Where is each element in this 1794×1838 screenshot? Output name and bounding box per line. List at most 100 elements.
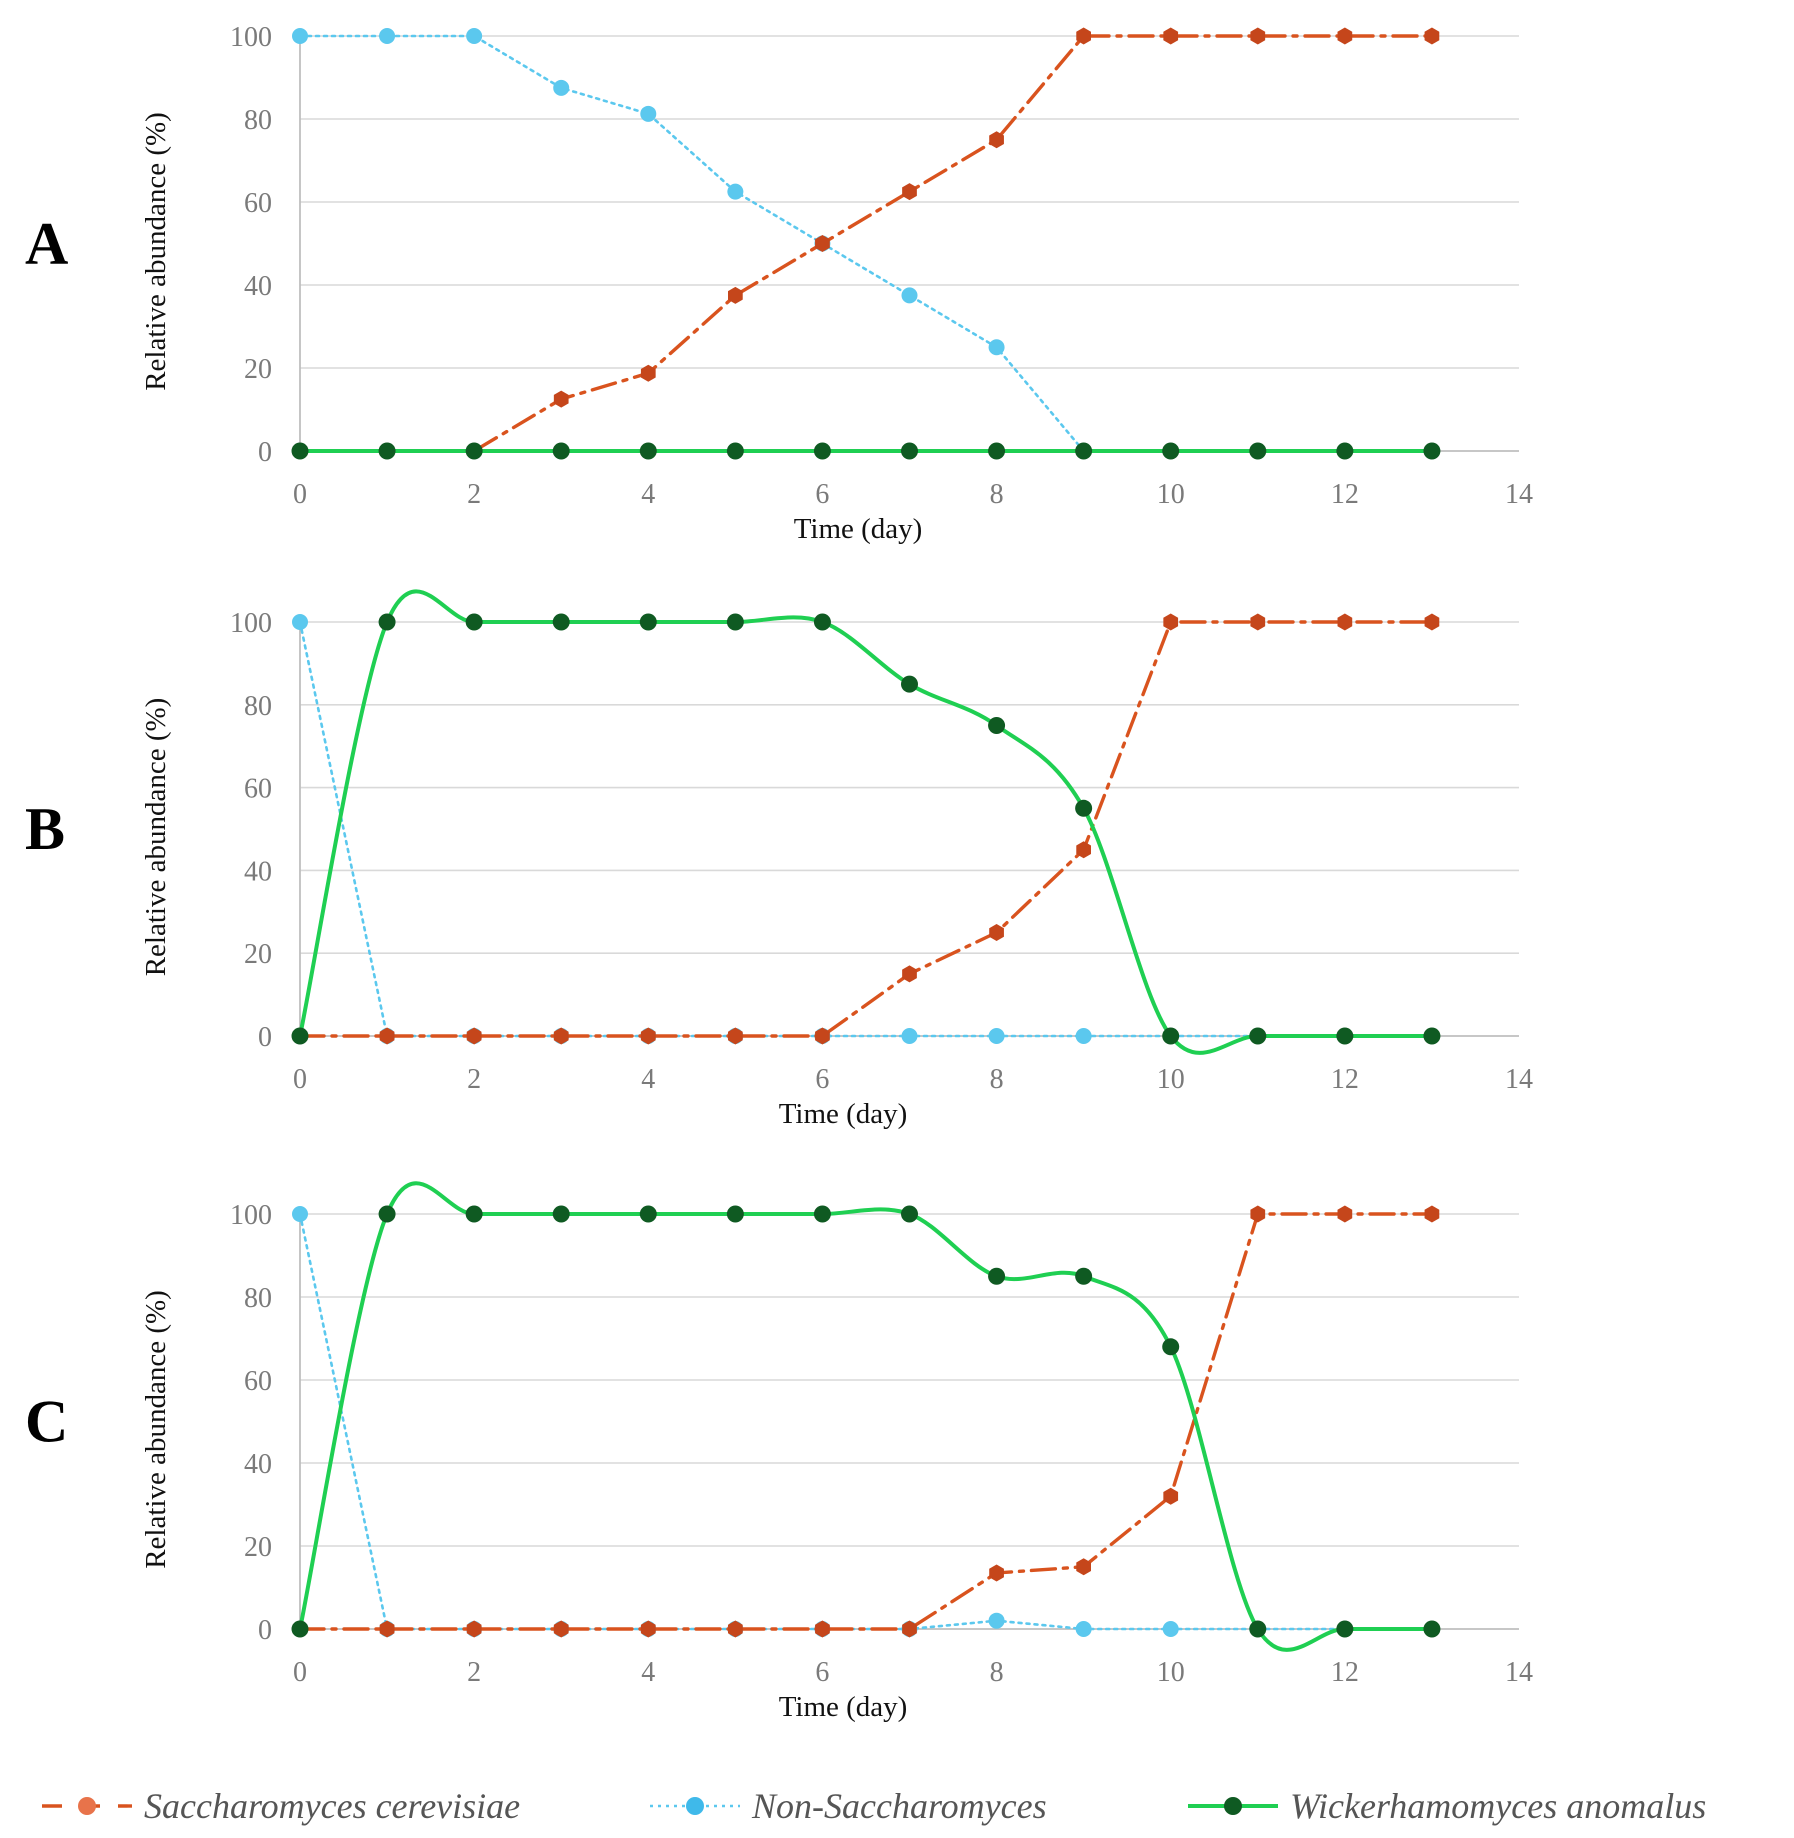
data-point-wa	[1249, 1027, 1267, 1045]
legend-item-sc: Saccharomyces cerevisiae	[42, 1786, 520, 1826]
y-tick-label: 40	[244, 1449, 272, 1480]
data-point-wa	[1249, 442, 1267, 460]
data-point-sc	[728, 286, 743, 304]
data-point-sc	[815, 1620, 830, 1638]
series-line-ns	[298, 620, 1434, 1038]
data-point-sc	[902, 1620, 917, 1638]
data-point-ns	[1075, 1621, 1092, 1637]
x-axis-title: Time (day)	[779, 1098, 908, 1130]
data-point-wa	[901, 442, 918, 460]
x-tick-label: 6	[815, 479, 829, 510]
data-point-wa	[1423, 442, 1441, 460]
data-point-sc	[1337, 613, 1353, 631]
data-point-wa	[552, 613, 570, 631]
x-tick-label: 8	[990, 479, 1004, 510]
data-point-wa	[1336, 1027, 1354, 1045]
data-point-wa	[1423, 1620, 1441, 1638]
data-point-ns	[988, 339, 1005, 356]
data-point-sc	[379, 1027, 395, 1045]
series-line-ns	[298, 34, 1434, 453]
x-tick-label: 4	[641, 1657, 655, 1688]
data-point-wa	[726, 442, 744, 460]
data-point-sc	[902, 965, 917, 983]
legend-marker	[1224, 1797, 1242, 1815]
y-tick-label: 60	[244, 1366, 272, 1397]
series-line-sc	[298, 620, 1434, 1038]
data-point-sc	[815, 1027, 830, 1045]
legend-label: Saccharomyces cerevisiae	[144, 1786, 520, 1826]
y-tick-label: 80	[244, 105, 272, 136]
data-point-sc	[1163, 1487, 1179, 1505]
data-point-wa	[1162, 1027, 1180, 1045]
x-tick-label: 14	[1505, 1657, 1533, 1688]
x-tick-label: 2	[467, 479, 481, 510]
x-tick-label: 6	[815, 1657, 829, 1688]
y-tick-label: 20	[244, 1532, 272, 1563]
panel-letter: B	[25, 796, 65, 862]
series-line-wa	[298, 1181, 1434, 1652]
data-point-wa	[988, 717, 1006, 734]
y-tick-label: 80	[244, 691, 272, 722]
data-point-ns	[901, 1028, 918, 1044]
data-point-wa	[378, 613, 396, 631]
legend-item-wa: Wickerhamomyces anomalus	[1188, 1786, 1706, 1826]
data-point-sc	[1076, 27, 1091, 45]
y-axis-title: Relative abundance (%)	[140, 112, 172, 391]
data-point-sc	[1250, 27, 1266, 45]
y-tick-label: 100	[230, 22, 272, 53]
data-point-sc	[553, 390, 569, 408]
data-point-sc	[989, 1564, 1004, 1582]
x-tick-label: 8	[990, 1064, 1004, 1095]
x-tick-label: 2	[467, 1064, 481, 1095]
data-point-ns	[1162, 1621, 1179, 1637]
data-point-wa	[552, 442, 570, 460]
data-point-wa	[1336, 442, 1354, 460]
y-tick-label: 0	[258, 1615, 272, 1646]
data-point-sc	[728, 1620, 743, 1638]
data-point-sc	[815, 235, 830, 252]
x-tick-label: 2	[467, 1657, 481, 1688]
y-tick-label: 100	[230, 1200, 272, 1231]
data-point-wa	[291, 1027, 309, 1045]
y-tick-label: 20	[244, 354, 272, 385]
data-point-ns	[988, 1612, 1005, 1629]
x-tick-label: 14	[1505, 1064, 1533, 1095]
y-tick-label: 0	[258, 437, 272, 468]
x-tick-label: 0	[293, 479, 307, 510]
data-point-sc	[466, 1620, 482, 1638]
y-tick-label: 40	[244, 271, 272, 302]
series-line-ns	[298, 1212, 1434, 1631]
panel-letter: C	[25, 1389, 68, 1455]
y-tick-label: 100	[230, 608, 272, 639]
data-point-sc	[640, 364, 656, 382]
x-tick-label: 10	[1157, 1657, 1185, 1688]
data-point-sc	[553, 1027, 569, 1045]
data-point-wa	[1336, 1620, 1354, 1638]
data-point-ns	[553, 79, 570, 96]
data-point-wa	[1249, 1620, 1267, 1638]
data-point-wa	[639, 613, 657, 631]
x-tick-label: 0	[293, 1657, 307, 1688]
data-point-wa	[813, 613, 831, 631]
data-point-wa	[988, 442, 1006, 460]
data-point-wa	[639, 1205, 657, 1223]
chart-panel-b: B 0 20 40 60 80 100 0 2 4 6 8 10 12 14 Time (day) Relati…	[25, 589, 1533, 1130]
series-line-sc	[298, 1212, 1434, 1631]
data-point-ns	[640, 105, 657, 122]
chart-panel-c: C 0 20 40 60 80 100 0 2 4 6 8 10 12 14 Time (day) Relati…	[25, 1181, 1533, 1723]
data-point-sc	[989, 924, 1004, 941]
data-point-wa	[465, 1205, 483, 1223]
data-point-wa	[291, 442, 309, 460]
data-point-sc	[989, 131, 1004, 149]
data-point-wa	[1075, 442, 1093, 460]
y-tick-label: 80	[244, 1283, 272, 1314]
data-point-wa	[988, 1267, 1006, 1285]
x-tick-label: 10	[1157, 1064, 1185, 1095]
y-axis-title: Relative abundance (%)	[140, 698, 172, 977]
data-point-wa	[901, 675, 918, 693]
data-point-sc	[1250, 613, 1266, 631]
data-point-sc	[640, 1027, 656, 1045]
data-point-sc	[1250, 1205, 1266, 1223]
data-point-ns	[466, 28, 483, 44]
